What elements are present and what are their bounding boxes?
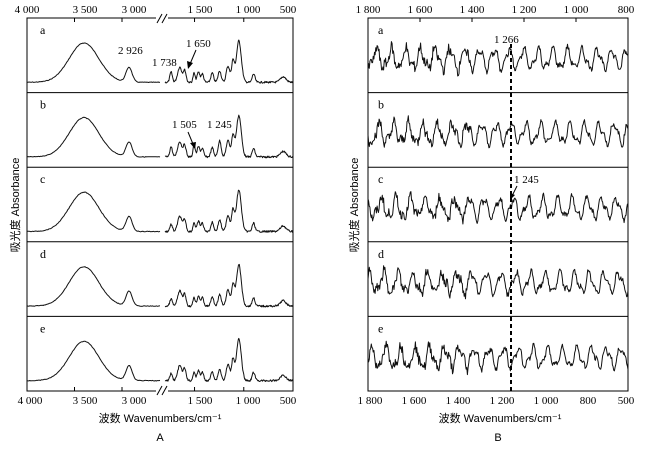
arrow-head-b-1245 — [510, 193, 515, 200]
panel-a-frame — [26, 17, 294, 392]
a-bottom-tick-label: 500 — [280, 395, 297, 407]
b-bottom-tick-label: 1 800 — [358, 395, 383, 407]
a-series-line-right — [164, 114, 294, 159]
b-bottom-tick-label: 1 200 — [490, 395, 515, 407]
a-top-tick-label: 500 — [280, 4, 297, 16]
annotation-1738: 1 738 — [152, 57, 177, 69]
b-series-line — [367, 265, 629, 300]
a-series-line-left — [27, 42, 161, 83]
b-top-tick-label: 1 600 — [408, 4, 433, 16]
a-series-letter: c — [40, 172, 45, 186]
b-bottom-tick-label: 500 — [618, 395, 635, 407]
a-top-tick-label: 3 500 — [73, 4, 98, 16]
b-top-tick-label: 1 400 — [460, 4, 485, 16]
b-top-tick-label: 800 — [618, 4, 635, 16]
a-series-line-left — [26, 266, 160, 307]
annotation-2926: 2 926 — [118, 45, 143, 57]
a-top-tick-label: 1 500 — [188, 4, 213, 16]
a-series-line-right — [164, 189, 294, 233]
annotation-1266: 1 266 — [494, 34, 519, 46]
arrow-head-1650 — [187, 61, 193, 69]
a-bottom-tick-label: 1 000 — [236, 395, 261, 407]
a-top-tick-label: 3 000 — [122, 4, 147, 16]
b-bottom-tick-label: 1 000 — [534, 395, 559, 407]
b-series-line — [367, 191, 629, 225]
a-series-line-left — [26, 340, 161, 382]
a-bottom-tick-label: 1 500 — [188, 395, 213, 407]
b-series-line — [367, 340, 629, 376]
a-series-line-right — [164, 337, 294, 383]
a-bottom-tick-label: 4 000 — [18, 395, 43, 407]
axis-break-top — [156, 13, 168, 24]
b-y-axis-title: 吸光度 Absorbance — [347, 158, 361, 253]
a-bottom-tick-label: 3 000 — [122, 395, 147, 407]
b-x-axis-title: 波数 Wavenumbers/cm⁻¹ — [439, 412, 562, 425]
a-series-letter: b — [40, 98, 46, 112]
arrow-head-1505 — [190, 142, 196, 149]
b-series-letter: c — [378, 172, 383, 186]
panel-a-label: A — [156, 432, 164, 444]
arrow-1505 — [187, 131, 194, 145]
a-series-line-left — [26, 116, 161, 158]
b-top-tick-label: 1 800 — [356, 4, 381, 16]
b-bottom-tick-label: 1 600 — [402, 395, 427, 407]
b-series-letter: b — [378, 98, 384, 112]
b-series-line — [367, 115, 629, 149]
annotation-1245: 1 245 — [207, 119, 232, 131]
axis-break-bottom — [156, 385, 168, 396]
annotation-b-1245: 1 245 — [514, 174, 539, 186]
a-series-letter: a — [40, 23, 46, 37]
b-series-line — [367, 41, 629, 77]
panel-b-label: B — [494, 432, 501, 444]
b-series-letter: a — [378, 23, 384, 37]
a-series-line-right — [164, 39, 294, 84]
b-top-tick-label: 1 000 — [564, 4, 589, 16]
a-series-letter: e — [40, 321, 45, 335]
a-top-tick-label: 4 000 — [15, 4, 40, 16]
a-series-line-right — [164, 263, 294, 308]
annotation-1650: 1 650 — [186, 38, 211, 50]
b-series-letter: e — [378, 321, 383, 335]
b-top-tick-label: 1 200 — [512, 4, 537, 16]
b-series-letter: d — [378, 247, 384, 261]
a-x-axis-title: 波数 Wavenumbers/cm⁻¹ — [99, 412, 222, 425]
a-series-line-left — [26, 191, 161, 233]
b-bottom-tick-label: 1 400 — [446, 395, 471, 407]
b-bottom-tick-label: 800 — [580, 395, 597, 407]
a-series-letter: d — [40, 247, 46, 261]
a-y-axis-title: 吸光度 Absorbance — [8, 158, 22, 253]
a-top-tick-label: 1 000 — [236, 4, 261, 16]
annotation-1505: 1 505 — [172, 119, 197, 131]
arrow-1650 — [189, 49, 197, 65]
a-bottom-tick-label: 3 500 — [73, 395, 98, 407]
